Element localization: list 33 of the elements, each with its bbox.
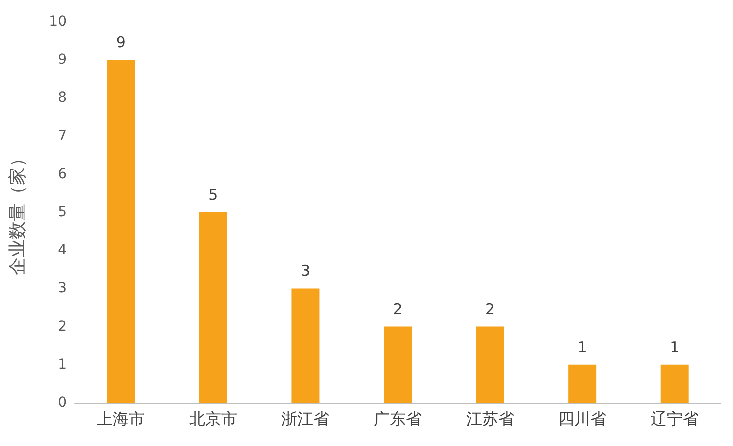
data-label: 1 — [578, 338, 588, 356]
bar — [568, 364, 597, 403]
y-tick-label: 4 — [58, 242, 68, 259]
x-tick-label: 广东省 — [374, 410, 422, 428]
data-label: 1 — [670, 338, 680, 356]
bar — [292, 288, 320, 403]
y-tick-label: 5 — [58, 204, 67, 220]
y-tick-label: 8 — [58, 90, 67, 106]
x-tick-label: 四川省 — [558, 410, 607, 428]
bar — [199, 212, 228, 403]
data-label: 5 — [208, 186, 218, 204]
y-tick-label: 6 — [58, 166, 68, 182]
y-tick-label: 0 — [58, 395, 67, 411]
data-label: 9 — [116, 34, 126, 52]
y-tick-label: 9 — [58, 52, 67, 68]
x-tick-label: 浙江省 — [282, 410, 330, 428]
bar — [384, 326, 412, 403]
y-axis-title: 企业数量（家） — [8, 150, 28, 276]
data-label: 3 — [300, 262, 310, 280]
y-tick-label: 3 — [58, 280, 67, 297]
data-label: 2 — [393, 300, 403, 318]
x-tick-label: 北京市 — [189, 410, 238, 428]
bar — [660, 364, 689, 403]
y-tick-label: 2 — [58, 318, 67, 335]
bar — [107, 60, 136, 403]
data-label: 2 — [486, 300, 496, 318]
x-tick-label: 江苏省 — [466, 410, 514, 428]
y-tick-label: 7 — [58, 128, 67, 144]
y-tick-label: 1 — [58, 356, 67, 373]
x-tick-label: 上海市 — [97, 410, 146, 428]
y-tick-label: 10 — [49, 14, 67, 30]
x-tick-label: 辽宁省 — [650, 410, 699, 428]
bar — [476, 326, 504, 403]
